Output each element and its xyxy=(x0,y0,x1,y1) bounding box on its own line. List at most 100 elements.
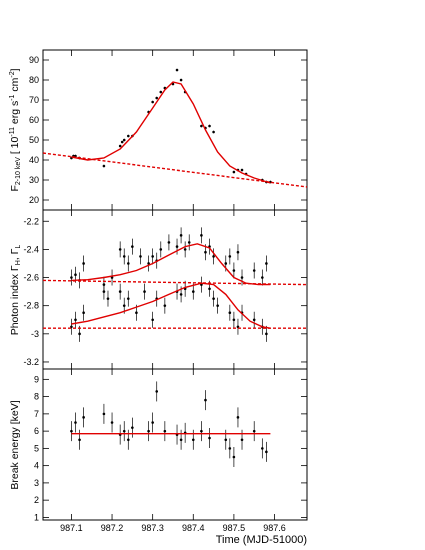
flux-data-point xyxy=(232,170,236,174)
photon-index-ytick-label: -3 xyxy=(31,329,39,339)
photon-index-panel-frame xyxy=(42,209,308,370)
break-energy-ytick-label: 8 xyxy=(34,392,39,402)
flux-ytick-label: 60 xyxy=(29,115,39,125)
flux-data-point xyxy=(151,100,154,104)
chart-marks: 20 30 40 50 60 70 80 90 -2.2 -2.4 -2.6 -2.8 -3 -3.2 1 2… xyxy=(23,50,308,533)
break-energy-data-point xyxy=(224,438,228,442)
photon-index-data-point xyxy=(179,293,183,296)
photon-index-data-point xyxy=(143,290,146,293)
photon-index-data-point xyxy=(228,311,232,315)
photon-index-data-point xyxy=(212,297,215,300)
flux-ytick-label: 70 xyxy=(29,95,39,105)
photon-index-data-point xyxy=(212,255,215,258)
photon-index-ytick-label: -2.6 xyxy=(23,273,39,283)
photon-index-ylabel: Photon index ΓH, ΓL xyxy=(9,245,22,336)
photon-index-data-point xyxy=(126,297,130,300)
x-tick-label: 987.5 xyxy=(223,523,246,533)
photon-index-data-point xyxy=(224,262,228,265)
break-energy-data-point xyxy=(228,447,232,450)
flux-data-point xyxy=(208,124,211,128)
photon-index-data-point xyxy=(252,269,256,272)
break-energy-data-point xyxy=(82,416,85,419)
photon-index-data-point xyxy=(232,318,236,322)
flux-data-point xyxy=(155,96,159,100)
photon-index-data-point xyxy=(74,273,77,277)
photon-index-data-point xyxy=(232,269,236,272)
photon-index-data-point xyxy=(122,304,126,307)
flux-data-point xyxy=(159,90,163,94)
flux-ylabel: F2-10 keV [ 10-11 erg s-1 cm-2] xyxy=(9,68,22,191)
photon-index-data-point xyxy=(183,248,187,251)
x-tick-label: 987.2 xyxy=(101,523,124,533)
photon-index-data-point xyxy=(135,311,138,315)
flux-data-point xyxy=(212,130,215,134)
x-tick-label: 987.1 xyxy=(60,523,83,533)
photon-index-data-point xyxy=(187,241,191,244)
x-tick-label: 987.4 xyxy=(182,523,205,533)
flux-data-point xyxy=(200,124,203,128)
flux-data-point xyxy=(126,134,130,138)
break-energy-ytick-label: 5 xyxy=(34,443,39,453)
photon-index-model-curve xyxy=(71,243,271,286)
break-energy-data-point xyxy=(74,421,77,424)
break-energy-data-point xyxy=(102,412,106,416)
break-energy-data-point xyxy=(200,429,203,433)
break-energy-data-point xyxy=(208,436,211,440)
break-energy-ytick-label: 3 xyxy=(34,478,39,488)
photon-index-data-point xyxy=(159,248,163,251)
photon-index-data-point xyxy=(139,255,142,258)
break-energy-ytick-label: 1 xyxy=(34,512,39,522)
flux-data-point xyxy=(179,78,183,82)
flux-data-point xyxy=(122,138,126,142)
photon-index-data-point xyxy=(118,290,122,293)
photon-index-data-point xyxy=(265,332,268,336)
flux-data-point xyxy=(102,164,106,168)
photon-index-model-curve xyxy=(71,282,271,329)
x-tick-label: 987.6 xyxy=(263,523,286,533)
break-energy-data-point xyxy=(240,438,244,442)
break-energy-data-point xyxy=(78,438,81,442)
flux-panel-frame xyxy=(42,49,308,211)
break-energy-data-point xyxy=(191,438,195,442)
photon-index-data-point xyxy=(147,262,150,265)
photon-index-data-point xyxy=(102,290,106,293)
photon-index-data-point xyxy=(175,245,179,248)
photon-index-data-point xyxy=(163,304,167,307)
photon-index-data-point xyxy=(236,325,240,329)
break-energy-data-point xyxy=(131,426,134,429)
flux-data-point xyxy=(120,140,124,144)
x-tick-label: 987.3 xyxy=(141,523,164,533)
flux-model-curve xyxy=(71,81,271,184)
photon-index-data-point xyxy=(236,250,240,254)
photon-index-ytick-label: -2.8 xyxy=(23,301,39,311)
break-energy-data-point xyxy=(204,398,207,402)
break-energy-data-point xyxy=(265,450,268,454)
flux-ytick-label: 50 xyxy=(29,135,39,145)
photon-index-data-point xyxy=(78,332,81,336)
flux-data-point xyxy=(240,168,244,172)
flux-ytick-label: 90 xyxy=(29,55,39,65)
flux-ytick-label: 30 xyxy=(29,175,39,185)
photon-index-data-point xyxy=(122,255,126,258)
x-axis-title: Time (MJD-51000) xyxy=(216,534,307,546)
photon-index-data-point xyxy=(151,255,154,258)
photon-index-ytick-label: -2.2 xyxy=(23,216,39,226)
photon-index-data-point xyxy=(126,262,130,265)
break-energy-ytick-label: 9 xyxy=(34,374,39,384)
photon-index-model-dashed-line xyxy=(42,279,308,286)
break-energy-data-point xyxy=(163,429,167,433)
flux-ytick-label: 80 xyxy=(29,75,39,85)
break-energy-data-point xyxy=(122,429,126,433)
photon-index-data-point xyxy=(70,325,73,329)
break-energy-data-point xyxy=(252,429,256,433)
photon-index-data-point xyxy=(208,287,211,291)
break-energy-data-point xyxy=(155,390,159,393)
photon-index-data-point xyxy=(167,241,171,244)
photon-index-ytick-label: -3.2 xyxy=(23,357,39,367)
photon-index-data-point xyxy=(200,234,203,237)
photon-index-data-point xyxy=(118,248,122,251)
photon-index-data-point xyxy=(252,318,256,322)
break-energy-data-point xyxy=(151,421,154,424)
break-energy-ytick-label: 6 xyxy=(34,426,39,436)
break-energy-data-point xyxy=(126,438,130,442)
